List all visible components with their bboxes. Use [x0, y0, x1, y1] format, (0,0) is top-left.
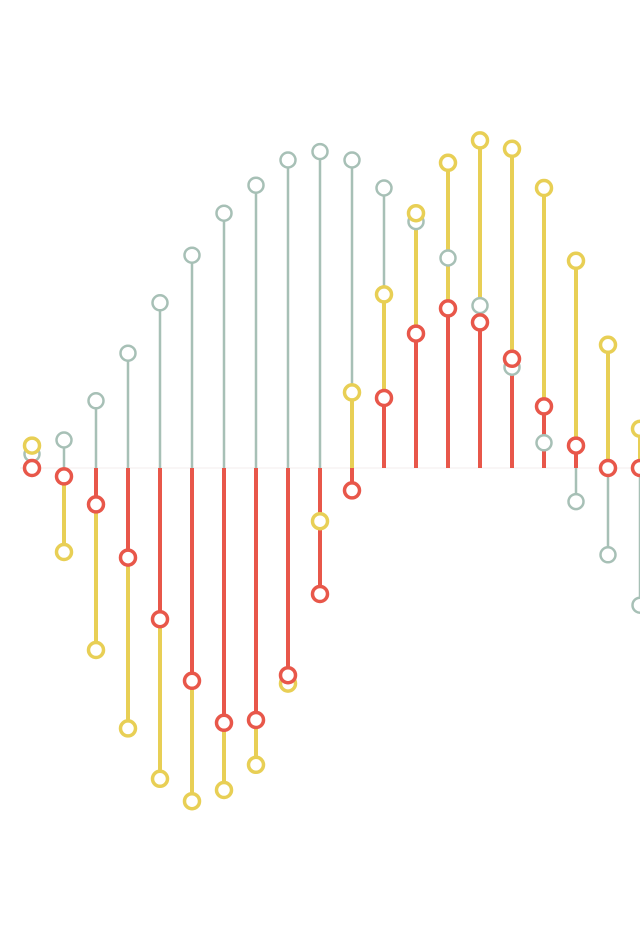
marker-s1-14	[470, 131, 490, 150]
marker-s1-12	[406, 203, 426, 223]
marker-s0-9	[311, 142, 329, 161]
marker-s0-18	[599, 546, 617, 564]
stems-layer	[20, 140, 640, 802]
marker-s1-18	[598, 335, 618, 355]
marker-s1-9	[310, 511, 330, 531]
marker-s0-4	[151, 294, 169, 312]
markers-layer	[22, 131, 640, 811]
marker-s2-6	[214, 713, 234, 733]
marker-s0-3	[119, 344, 137, 362]
marker-s2-16	[534, 397, 554, 416]
marker-s0-11	[375, 179, 393, 197]
marker-s1-1	[54, 542, 74, 562]
marker-s2-19	[630, 458, 640, 478]
marker-s1-7	[246, 755, 266, 775]
marker-s2-2	[86, 495, 106, 514]
marker-s1-6	[214, 780, 234, 800]
marker-s0-14	[471, 296, 489, 315]
marker-s1-3	[118, 719, 138, 738]
marker-s2-0	[22, 458, 42, 478]
marker-s2-13	[438, 299, 458, 318]
marker-s1-10	[342, 383, 362, 402]
marker-s2-8	[278, 665, 298, 685]
marker-s2-18	[598, 458, 618, 478]
marker-s0-8	[279, 151, 297, 169]
marker-s0-13	[439, 249, 457, 267]
marker-s2-5	[182, 671, 202, 691]
marker-s1-19	[630, 419, 640, 439]
marker-s1-0	[22, 436, 42, 455]
marker-s0-6	[215, 204, 233, 222]
marker-s1-5	[182, 791, 202, 811]
marker-s0-5	[183, 246, 201, 264]
marker-s2-14	[470, 313, 490, 332]
marker-s1-2	[86, 640, 106, 660]
marker-s2-17	[566, 436, 586, 455]
marker-s2-7	[246, 710, 266, 730]
marker-s1-15	[502, 139, 522, 159]
marker-s2-10	[342, 481, 362, 500]
marker-s0-1	[55, 431, 73, 449]
marker-s2-1	[54, 467, 74, 486]
marker-s1-4	[150, 769, 170, 789]
marker-s1-16	[534, 178, 554, 198]
marker-s2-11	[374, 388, 394, 408]
marker-s0-10	[343, 151, 361, 169]
marker-s1-11	[374, 285, 394, 304]
marker-s2-15	[502, 349, 522, 369]
marker-s0-16	[535, 434, 553, 452]
marker-s0-17	[567, 492, 585, 511]
marker-s0-19	[631, 596, 640, 614]
marker-s2-4	[150, 609, 170, 629]
marker-s2-3	[118, 548, 138, 567]
marker-s0-7	[247, 176, 265, 194]
marker-s2-9	[310, 584, 330, 604]
marker-s1-13	[438, 153, 458, 173]
marker-s2-12	[406, 324, 426, 343]
marker-s1-17	[566, 251, 586, 271]
marker-s0-2	[87, 392, 105, 410]
